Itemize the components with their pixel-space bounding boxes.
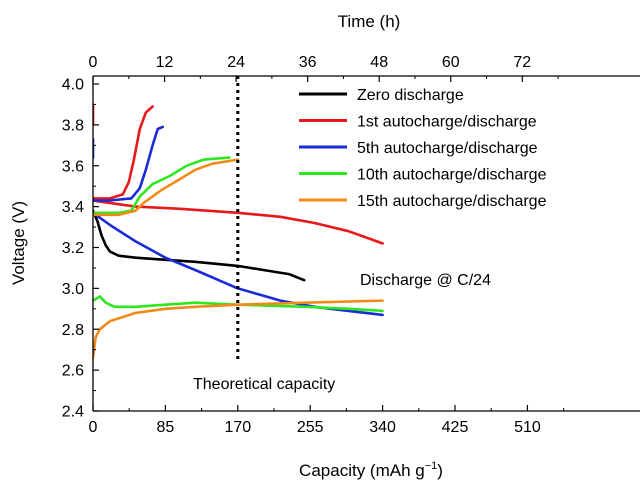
x-tick-label: 340 [369, 419, 396, 436]
series-line-1st-autocharge-discharge [93, 107, 153, 199]
x-axis-title-sup: −1 [425, 460, 438, 472]
y-axis-title: Voltage (V) [9, 201, 28, 285]
y-tick-label: 4.0 [62, 77, 84, 94]
legend-label: 1st autocharge/discharge [357, 114, 537, 131]
x-tick-label: 425 [442, 419, 469, 436]
x-tick-label: 170 [224, 419, 251, 436]
legend-label: Zero discharge [357, 87, 464, 104]
y-tick-label: 2.4 [62, 404, 84, 421]
x-axis-title-close: ) [437, 461, 443, 480]
legend-label: 5th autocharge/discharge [357, 140, 538, 157]
y-tick-label: 3.8 [62, 117, 84, 134]
x-tick-label: 255 [297, 419, 324, 436]
x-tick-label: 0 [89, 419, 98, 436]
y-tick-label: 3.6 [62, 158, 84, 175]
x-axis-title-main: Capacity (mAh g [299, 461, 425, 480]
y-tick-label: 3.0 [62, 281, 84, 298]
series-line-1st-autocharge-discharge [93, 201, 383, 244]
x2-tick-label: 24 [227, 54, 245, 71]
x2-tick-label: 0 [89, 54, 98, 71]
series-line-zero-discharge [93, 211, 304, 281]
legend: Zero discharge 1st autocharge/discharge 5t… [299, 87, 547, 210]
y-tick-label: 3.2 [62, 240, 84, 257]
x2-tick-label: 60 [442, 54, 460, 71]
x2-axis-title: Time (h) [338, 12, 401, 31]
x2-tick-label: 72 [513, 54, 531, 71]
x2-tick-label: 48 [370, 54, 388, 71]
legend-label: 15th autocharge/discharge [357, 193, 547, 210]
x-tick-label: 85 [157, 419, 175, 436]
series-line-5th-autocharge-discharge [93, 127, 163, 201]
series-line-15th-autocharge-discharge [93, 160, 238, 215]
y-tick-label: 2.8 [62, 322, 84, 339]
discharge-rate-annotation: Discharge @ C/24 [360, 272, 491, 289]
x-tick-label: 510 [514, 419, 541, 436]
x-axis-title: Capacity (mAh g−1) [299, 460, 443, 480]
y-tick-label: 2.6 [62, 363, 84, 380]
x2-tick-label: 12 [156, 54, 174, 71]
y-tick-label: 3.4 [62, 199, 84, 216]
x2-tick-label: 36 [299, 54, 317, 71]
legend-label: 10th autocharge/discharge [357, 167, 547, 184]
theoretical-capacity-annotation: Theoretical capacity [193, 376, 335, 393]
